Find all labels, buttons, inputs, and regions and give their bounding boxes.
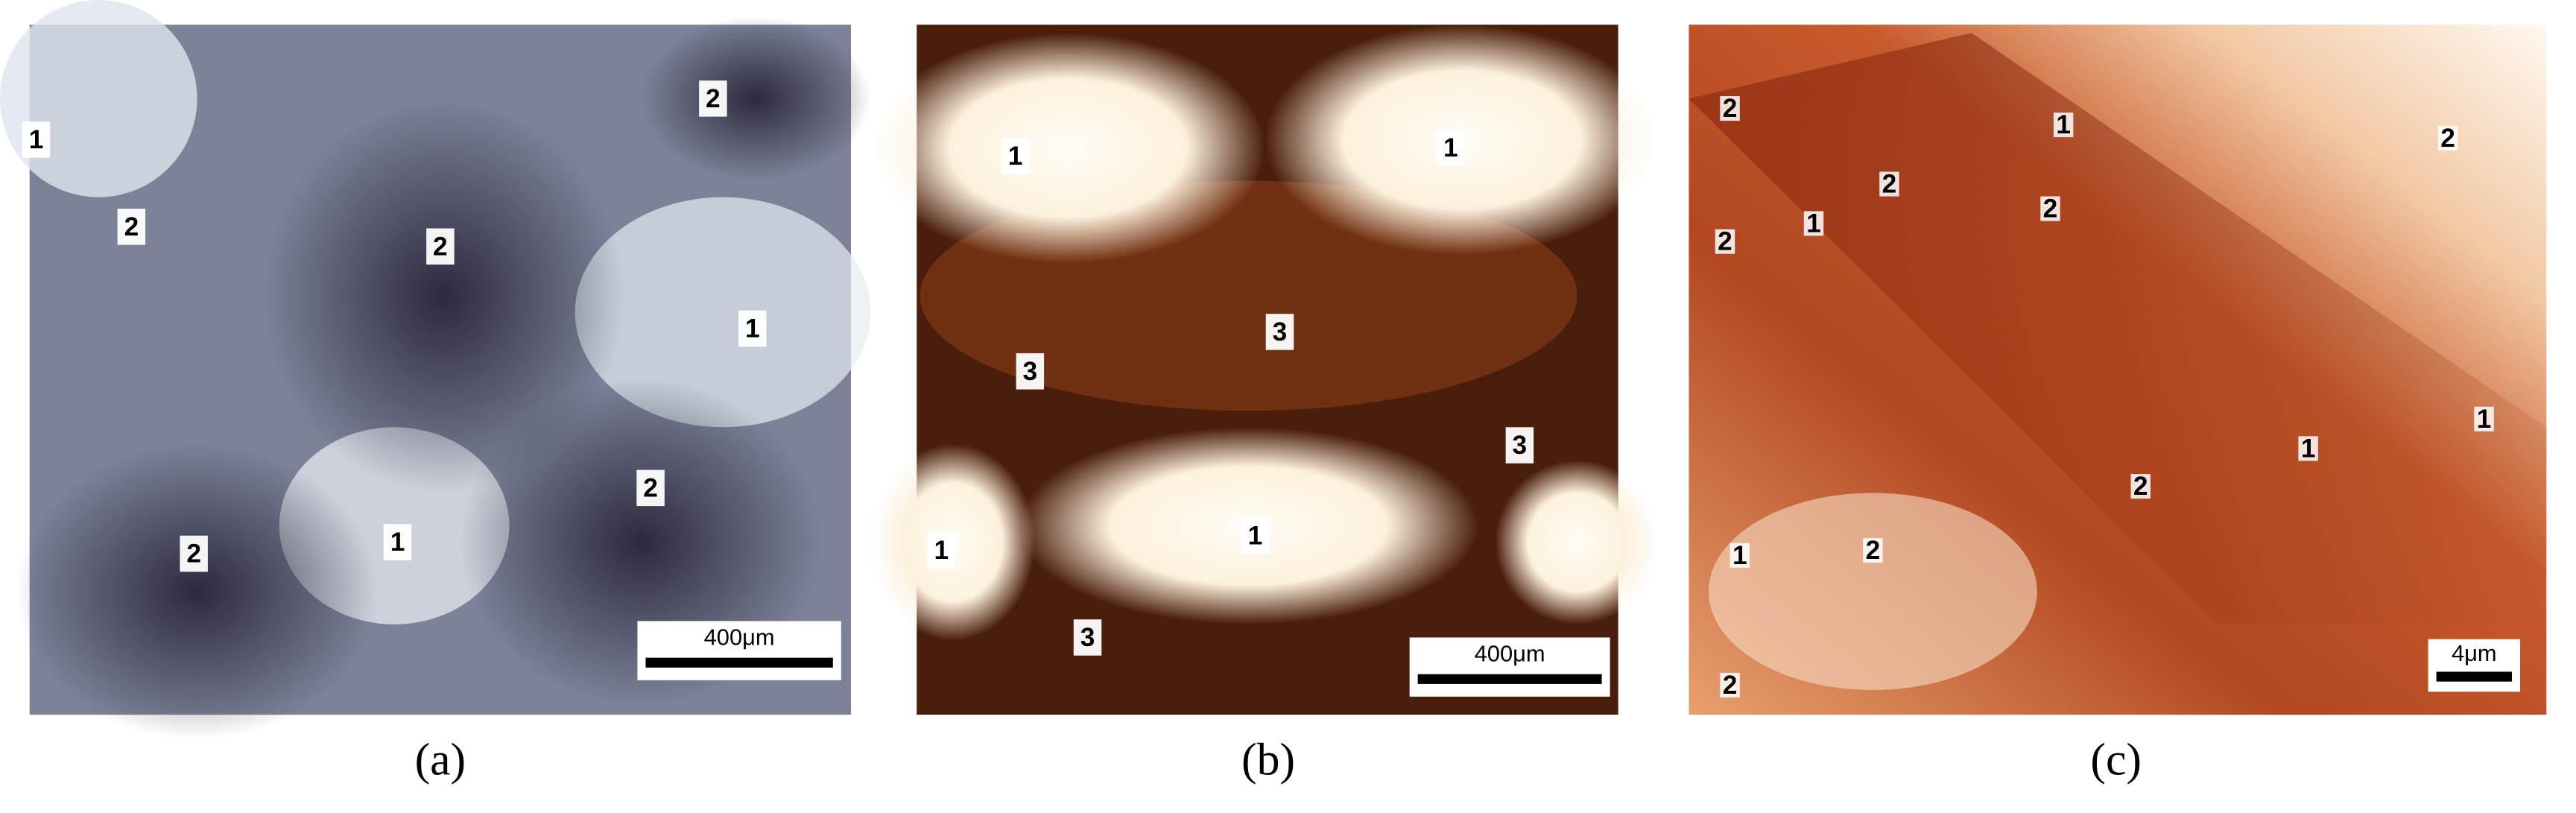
label-box [1505, 427, 1534, 464]
label-box [1715, 229, 1735, 254]
scale-bar-box [637, 621, 841, 680]
region-label: 1 [934, 536, 949, 565]
label-box [699, 80, 727, 117]
label-box [2053, 113, 2074, 138]
region-label: 1 [1732, 541, 1747, 570]
label-box [1720, 672, 1740, 697]
scale-bar-box [1409, 637, 1610, 697]
region-label: 1 [29, 125, 44, 154]
label-box [1730, 542, 1750, 568]
label-box [2474, 406, 2494, 431]
label-box [1437, 130, 1465, 166]
region-label: 3 [1023, 357, 1038, 386]
panel-caption: (b) [1241, 734, 1295, 785]
region-label: 3 [1080, 623, 1095, 652]
label-box [1879, 171, 1899, 197]
region-label: 3 [1513, 431, 1528, 460]
label-box [1016, 353, 1045, 390]
label-box [1265, 314, 1294, 350]
label-box [22, 121, 51, 158]
scale-bar [645, 657, 833, 668]
region-label: 1 [1443, 133, 1458, 162]
label-box [1241, 517, 1270, 554]
label-box [1073, 619, 1102, 656]
label-box [1863, 538, 1883, 563]
region-label: 2 [1866, 536, 1881, 565]
region-label: 2 [2440, 124, 2455, 153]
scale-bar-label: 400μm [1475, 640, 1545, 666]
label-box [2130, 474, 2151, 499]
label-box [383, 524, 412, 560]
region-label: 1 [1806, 209, 1821, 238]
label-box [2298, 436, 2318, 461]
scale-bar-box [2428, 639, 2521, 692]
region-label: 2 [706, 84, 721, 113]
scale-bar [2436, 671, 2513, 682]
region-label: 1 [745, 314, 760, 344]
label-box [180, 535, 208, 572]
region-label: 2 [1718, 227, 1732, 256]
label-box [1001, 138, 1030, 174]
region-label: 2 [2043, 194, 2058, 224]
region-label: 2 [2133, 472, 2148, 501]
region-label: 2 [1882, 169, 1897, 198]
label-box [2437, 125, 2458, 151]
region-label: 2 [643, 473, 658, 502]
region-label: 1 [1008, 142, 1023, 171]
region-label: 1 [2477, 405, 2492, 434]
region-label: 2 [1723, 94, 1738, 123]
label-box [927, 532, 956, 569]
label-box [1803, 211, 1824, 236]
scale-bar-label: 4μm [2452, 640, 2497, 666]
scale-bar-label: 400μm [704, 624, 775, 650]
region-label: 1 [2056, 110, 2071, 139]
region-label: 1 [2301, 434, 2316, 463]
label-box [426, 228, 455, 265]
region-label: 3 [1273, 317, 1288, 347]
label-box [738, 310, 767, 347]
scale-bar [1417, 674, 1602, 684]
micrograph-c [1689, 25, 2547, 715]
panel-caption: (c) [2090, 734, 2142, 785]
label-box [2040, 196, 2060, 221]
region-label: 2 [124, 212, 139, 241]
label-box [636, 469, 665, 507]
region-label: 1 [390, 528, 405, 557]
region-label: 2 [1723, 671, 1738, 700]
micrograph-b [870, 25, 1659, 715]
label-box [1720, 96, 1740, 121]
label-box [117, 209, 146, 245]
region-label: 2 [186, 540, 201, 569]
labels: 1 2 2 2 1 2 2 1 400μm (a) 1 1 3 3 3 1 1 3 400μm (b) 2 1 2 2 2 2 1 1… [22, 80, 2521, 785]
region-label: 2 [433, 232, 448, 261]
region-label: 1 [1248, 521, 1263, 550]
panel-caption: (a) [415, 734, 466, 785]
